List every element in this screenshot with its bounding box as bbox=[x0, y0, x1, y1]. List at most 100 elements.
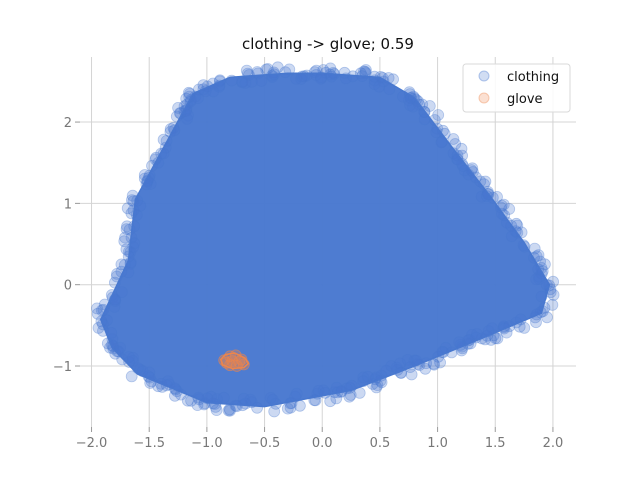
clothing-point bbox=[217, 391, 230, 404]
clothing-point bbox=[401, 353, 414, 366]
clothing-point bbox=[547, 288, 560, 301]
x-tick-label-2: −1.0 bbox=[191, 436, 223, 451]
clothing-point bbox=[210, 404, 223, 417]
clothing-point bbox=[394, 357, 406, 370]
clothing-point bbox=[239, 77, 252, 89]
clothing-hull bbox=[99, 72, 551, 408]
clothing-point bbox=[308, 66, 321, 78]
clothing-point bbox=[281, 402, 294, 415]
chart-title: clothing -> glove; 0.59 bbox=[242, 35, 414, 53]
clothing-point bbox=[434, 356, 447, 369]
y-tick-label-1: 0 bbox=[64, 279, 72, 294]
series-layer bbox=[91, 61, 560, 418]
clothing-point bbox=[474, 175, 487, 188]
clothing-point bbox=[121, 202, 134, 215]
clothing-point bbox=[465, 164, 478, 177]
clothing-point bbox=[503, 203, 516, 215]
clothing-point bbox=[283, 63, 296, 76]
clothing-point bbox=[447, 133, 460, 145]
clothing-cloud-fill bbox=[100, 73, 550, 407]
clothing-point bbox=[404, 92, 417, 104]
x-tick-label-5: 0.5 bbox=[370, 436, 391, 451]
y-tick-label-0: −1 bbox=[53, 360, 72, 375]
clothing-point bbox=[290, 387, 303, 400]
x-tick-label-6: 1.0 bbox=[427, 436, 448, 451]
y-tick-label-3: 2 bbox=[64, 116, 72, 131]
legend-label-clothing: clothing bbox=[507, 70, 559, 85]
clothing-point bbox=[534, 306, 547, 319]
clothing-point bbox=[126, 354, 139, 367]
x-tick-label-0: −2.0 bbox=[76, 436, 108, 451]
x-tick-label-4: 0.0 bbox=[312, 436, 333, 451]
clothing-point bbox=[405, 92, 418, 104]
clothing-point bbox=[359, 64, 372, 76]
clothing-point bbox=[251, 401, 264, 414]
clothing-point bbox=[224, 404, 236, 417]
clothing-point bbox=[112, 345, 125, 358]
clothing-point bbox=[518, 321, 531, 334]
clothing-point bbox=[455, 142, 468, 155]
x-tick-label-7: 1.5 bbox=[485, 436, 506, 451]
clothing-point bbox=[479, 175, 492, 188]
legend-marker-clothing bbox=[478, 70, 490, 82]
clothing-point bbox=[475, 190, 488, 203]
clothing-point bbox=[491, 332, 504, 345]
clothing-point bbox=[109, 347, 122, 360]
clothing-point bbox=[119, 231, 131, 244]
glove-hull bbox=[219, 352, 250, 370]
clothing-point bbox=[530, 273, 543, 286]
clothing-point bbox=[279, 66, 292, 79]
clothing-point bbox=[532, 263, 545, 276]
clothing-point bbox=[368, 78, 381, 90]
clothing-point bbox=[324, 395, 337, 408]
clothing-point bbox=[230, 400, 243, 413]
y-tick-label-2: 1 bbox=[64, 197, 72, 212]
x-tick-label-8: 2.0 bbox=[543, 436, 564, 451]
clothing-point bbox=[407, 100, 419, 113]
clothing-point bbox=[111, 345, 124, 358]
clothing-point bbox=[546, 298, 559, 311]
clothing-point bbox=[118, 235, 131, 248]
x-tick-label-3: −0.5 bbox=[249, 436, 281, 451]
clothing-point bbox=[405, 368, 418, 381]
clothing-point bbox=[517, 239, 530, 252]
clothing-point bbox=[266, 69, 278, 82]
clothing-point bbox=[456, 157, 468, 170]
clothing-point bbox=[404, 99, 416, 112]
clothing-point bbox=[361, 370, 374, 383]
clothing-point bbox=[192, 92, 204, 105]
clothing-point bbox=[416, 98, 429, 111]
y-axis-ticks: −1 0 1 2 bbox=[53, 116, 80, 375]
clothing-point bbox=[172, 102, 185, 114]
clothing-point bbox=[268, 405, 281, 418]
clothing-point bbox=[239, 397, 252, 410]
clothing-point bbox=[125, 370, 138, 383]
clothing-point bbox=[423, 100, 436, 112]
clothing-point bbox=[108, 300, 121, 313]
clothing-point bbox=[122, 351, 135, 363]
clothing-point bbox=[127, 351, 139, 364]
clothing-point bbox=[505, 230, 518, 243]
clothing-point bbox=[198, 398, 211, 411]
clothing-point bbox=[466, 328, 478, 341]
clothing-point bbox=[435, 136, 448, 149]
clothing-point bbox=[535, 261, 548, 274]
glove-point-8 bbox=[233, 355, 246, 368]
x-tick-label-1: −1.5 bbox=[133, 436, 165, 451]
clothing-point bbox=[289, 390, 302, 403]
clothing-point bbox=[359, 66, 372, 78]
legend-box bbox=[462, 63, 571, 113]
clothing-point bbox=[419, 362, 432, 375]
clothing-point bbox=[535, 290, 548, 303]
clothing-point bbox=[528, 242, 541, 255]
clothing-point bbox=[438, 127, 451, 140]
series-clothing bbox=[91, 61, 560, 418]
clothing-point bbox=[357, 371, 370, 384]
clothing-point bbox=[211, 393, 223, 405]
clothing-point bbox=[447, 147, 460, 160]
clothing-point bbox=[168, 389, 181, 402]
clothing-point bbox=[315, 71, 328, 84]
clothing-point bbox=[116, 286, 128, 299]
clothing-point bbox=[144, 178, 157, 190]
